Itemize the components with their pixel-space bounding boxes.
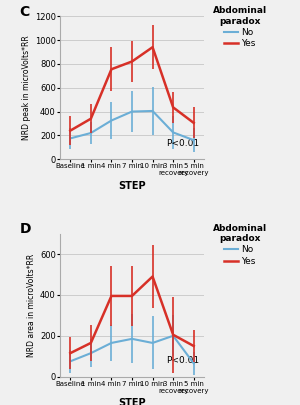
Text: C: C bbox=[20, 5, 30, 19]
X-axis label: STEP: STEP bbox=[118, 398, 146, 405]
Y-axis label: NRD area in microVolts*RR: NRD area in microVolts*RR bbox=[27, 254, 36, 357]
Legend: No, Yes: No, Yes bbox=[213, 6, 267, 48]
Text: D: D bbox=[20, 222, 31, 236]
Y-axis label: NRD peak in microVolts*RR: NRD peak in microVolts*RR bbox=[22, 35, 31, 140]
Text: P<0.01: P<0.01 bbox=[167, 139, 200, 148]
Legend: No, Yes: No, Yes bbox=[213, 224, 267, 266]
X-axis label: STEP: STEP bbox=[118, 181, 146, 191]
Text: P<0.01: P<0.01 bbox=[167, 356, 200, 365]
